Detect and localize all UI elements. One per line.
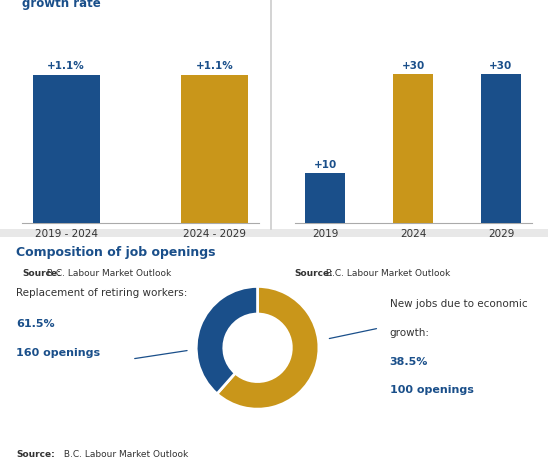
Text: +1.1%: +1.1% [47, 61, 85, 71]
Text: Forecasted average employment
growth rate: Forecasted average employment growth rat… [22, 0, 239, 10]
Bar [181, 75, 248, 223]
Text: growth:: growth: [390, 328, 430, 338]
Text: 100 openings: 100 openings [390, 385, 473, 395]
Text: 38.5%: 38.5% [390, 357, 428, 367]
Bar [481, 74, 521, 223]
Text: 61.5%: 61.5% [16, 319, 55, 329]
Bar [33, 75, 100, 223]
Text: Replacement of retiring workers:: Replacement of retiring workers: [16, 288, 187, 298]
Text: B.C. Labour Market Outlook: B.C. Labour Market Outlook [61, 449, 188, 459]
Text: +1.1%: +1.1% [196, 61, 233, 71]
Wedge shape [196, 286, 258, 394]
Text: +30: +30 [402, 61, 425, 71]
Text: Source:: Source: [22, 269, 61, 278]
Text: 160 openings: 160 openings [16, 348, 100, 358]
Text: Source:: Source: [16, 449, 55, 459]
Text: Source:: Source: [294, 269, 333, 278]
Text: B.C. Labour Market Outlook: B.C. Labour Market Outlook [44, 269, 172, 278]
Bar [305, 173, 345, 223]
Bar [393, 74, 433, 223]
Text: +10: +10 [313, 160, 336, 171]
Text: B.C. Labour Market Outlook: B.C. Labour Market Outlook [323, 269, 450, 278]
Text: New jobs due to economic: New jobs due to economic [390, 299, 527, 309]
Text: Composition of job openings: Composition of job openings [16, 246, 216, 259]
Text: +30: +30 [489, 61, 512, 71]
Wedge shape [217, 286, 319, 409]
